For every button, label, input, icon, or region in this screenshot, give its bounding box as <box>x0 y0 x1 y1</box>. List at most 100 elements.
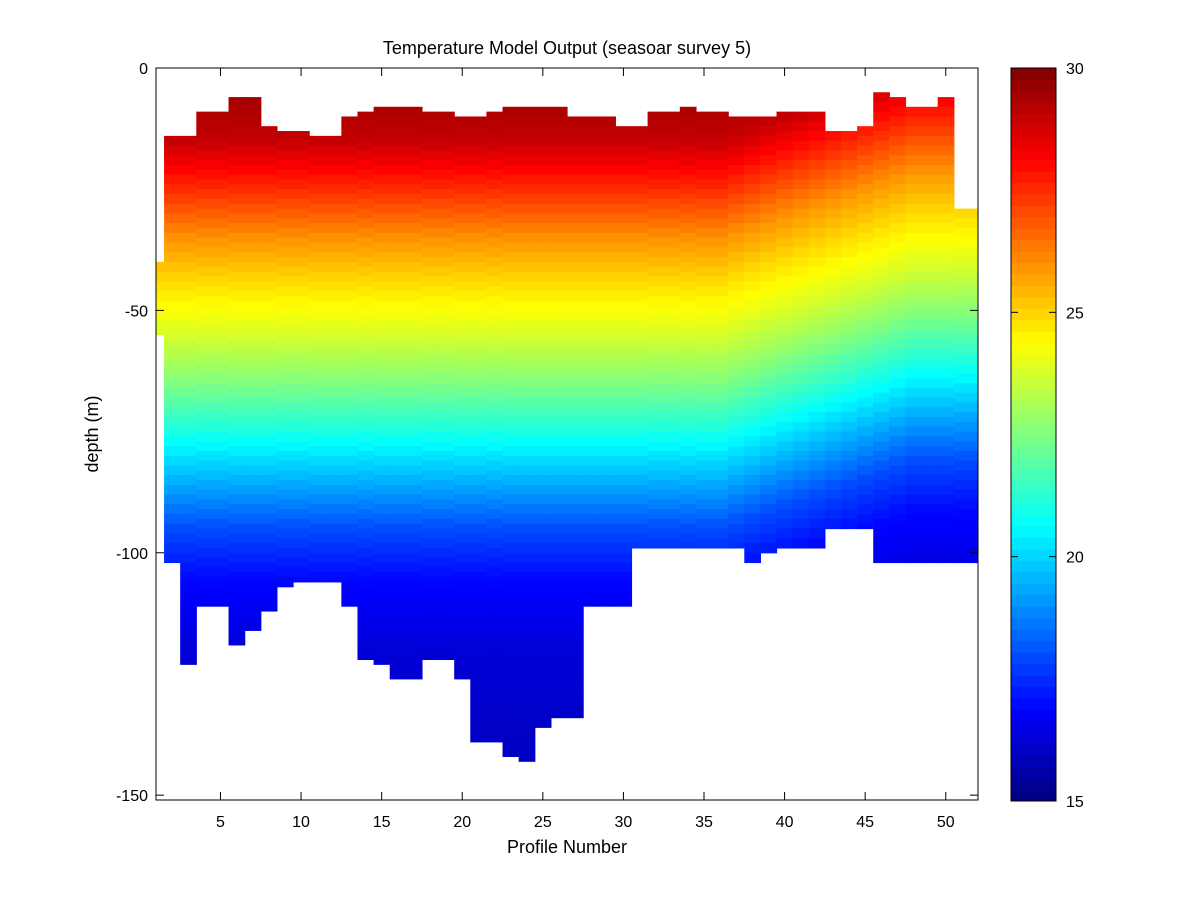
heatmap-cell <box>889 426 907 438</box>
heatmap-cell <box>502 630 520 641</box>
heatmap-cell <box>808 276 826 287</box>
heatmap-cell <box>405 630 423 641</box>
heatmap-cell <box>534 126 552 137</box>
heatmap-cell <box>969 227 978 239</box>
heatmap-cell <box>808 528 826 539</box>
heatmap-cell <box>341 300 359 311</box>
heatmap-cell <box>276 460 294 471</box>
heatmap-cell <box>389 543 407 554</box>
heatmap-cell <box>325 368 342 379</box>
heatmap-cell <box>276 577 294 588</box>
heatmap-cell <box>583 378 600 389</box>
heatmap-cell <box>550 436 568 447</box>
heatmap-cell <box>502 727 520 738</box>
heatmap-cell <box>454 164 471 176</box>
heatmap-cell <box>373 426 391 438</box>
heatmap-cell <box>502 387 520 399</box>
heatmap-cell <box>502 174 520 185</box>
heatmap-cell <box>808 450 826 462</box>
heatmap-cell <box>196 276 214 287</box>
heatmap-cell <box>728 426 745 438</box>
heatmap-cell <box>438 315 455 326</box>
heatmap-cell <box>631 397 649 408</box>
heatmap-cell <box>583 261 600 273</box>
heatmap-cell <box>276 567 294 578</box>
heatmap-cell <box>953 363 971 375</box>
heatmap-cell <box>615 387 633 399</box>
heatmap-cell <box>776 499 794 510</box>
heatmap-cell <box>260 300 278 311</box>
heatmap-cell <box>164 543 181 554</box>
heatmap-cell <box>921 426 939 438</box>
heatmap-cell <box>712 198 729 210</box>
heatmap-cell <box>712 286 729 297</box>
heatmap-cell <box>953 402 971 413</box>
heatmap-cell <box>357 305 375 316</box>
heatmap-cell <box>389 135 407 147</box>
heatmap-cell <box>921 320 939 331</box>
heatmap-cell <box>728 504 745 515</box>
heatmap-cell <box>921 261 939 273</box>
heatmap-cell <box>583 174 600 185</box>
heatmap-cell <box>389 378 407 389</box>
heatmap-cell <box>421 266 439 278</box>
heatmap-cell <box>244 446 262 457</box>
heatmap-cell <box>212 383 230 394</box>
heatmap-cell <box>889 339 907 350</box>
heatmap-cell <box>180 252 197 263</box>
heatmap-cell <box>260 436 278 447</box>
heatmap-cell <box>341 155 359 166</box>
heatmap-cell <box>156 281 165 292</box>
heatmap-cell <box>389 523 407 534</box>
heatmap-cell <box>405 649 423 661</box>
heatmap-cell <box>196 470 214 481</box>
heatmap-cell <box>567 252 584 263</box>
heatmap-cell <box>486 732 504 743</box>
heatmap-cell <box>518 727 536 738</box>
heatmap-cell <box>937 232 955 244</box>
heatmap-cell <box>728 271 745 282</box>
x-tick-label: 15 <box>373 814 391 831</box>
heatmap-cell <box>583 465 600 476</box>
heatmap-cell <box>599 223 616 234</box>
heatmap-cell <box>679 310 697 321</box>
heatmap-cell <box>615 533 633 544</box>
heatmap-cell <box>567 436 584 447</box>
heatmap-cell <box>260 203 278 215</box>
heatmap-cell <box>873 198 890 210</box>
heatmap-cell <box>405 368 423 379</box>
heatmap-cell <box>583 446 600 457</box>
heatmap-cell <box>647 189 665 200</box>
heatmap-cell <box>599 310 616 321</box>
heatmap-cell <box>792 528 810 539</box>
heatmap-cell <box>534 717 552 728</box>
heatmap-cell <box>421 489 439 501</box>
heatmap-cell <box>244 436 262 447</box>
heatmap-cell <box>712 460 729 471</box>
heatmap-cell <box>792 518 810 530</box>
heatmap-cell <box>486 412 504 423</box>
heatmap-cell <box>373 164 391 176</box>
heatmap-cell <box>873 92 890 103</box>
heatmap-cell <box>792 470 810 481</box>
heatmap-cell <box>953 509 971 520</box>
heatmap-cell <box>470 533 488 544</box>
heatmap-cell <box>889 310 907 321</box>
heatmap-cell <box>470 320 488 331</box>
heatmap-cell <box>857 368 874 379</box>
heatmap-cell <box>244 320 262 331</box>
heatmap-cell <box>889 349 907 360</box>
heatmap-cell <box>502 494 520 505</box>
heatmap-cell <box>599 572 616 583</box>
heatmap-cell <box>341 349 359 360</box>
heatmap-cell <box>728 494 745 505</box>
heatmap-cell <box>293 179 310 190</box>
heatmap-cell <box>567 552 584 564</box>
heatmap-cell <box>857 203 874 215</box>
heatmap-cell <box>599 581 616 593</box>
heatmap-cell <box>180 242 197 253</box>
heatmap-cell <box>389 194 407 205</box>
heatmap-cell <box>534 116 552 127</box>
heatmap-cell <box>583 581 600 593</box>
heatmap-cell <box>744 223 762 234</box>
